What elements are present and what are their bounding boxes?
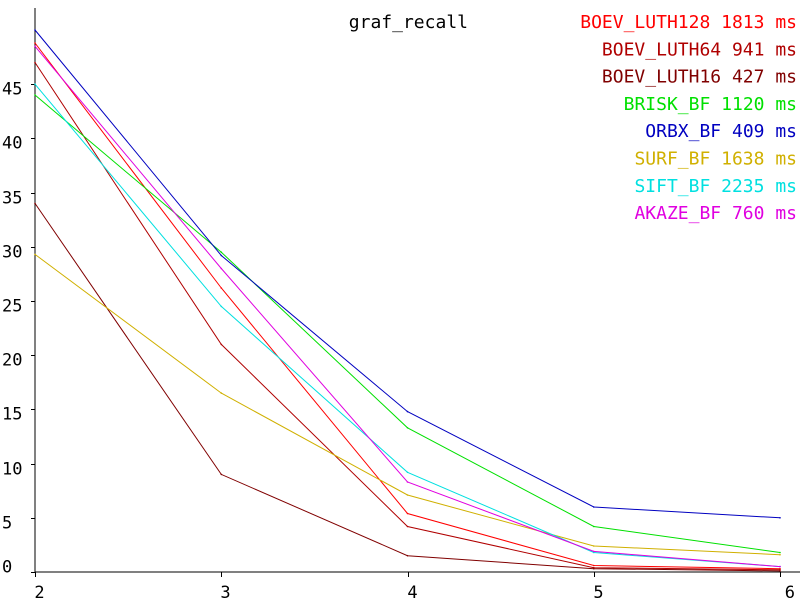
y-tick-label: 35 <box>2 189 22 209</box>
x-tick-label: 4 <box>407 583 417 600</box>
y-tick-label: 20 <box>2 351 22 371</box>
data-point <box>593 567 595 570</box>
legend-entry: SURF_BF 1638 ms <box>634 149 797 170</box>
legend-entry: BOEV_LUTH128 1813 ms <box>580 12 797 33</box>
data-point <box>779 553 781 556</box>
data-point <box>220 305 223 308</box>
data-point <box>406 410 409 413</box>
data-point <box>779 570 781 572</box>
y-tick-label: 30 <box>2 243 22 263</box>
data-point <box>593 550 595 553</box>
legend-entry: BRISK_BF 1120 ms <box>624 94 797 115</box>
series-4 <box>34 29 781 519</box>
data-point <box>34 83 36 85</box>
legend-entry: SIFT_BF 2235 ms <box>634 176 797 197</box>
y-tick-label: 10 <box>2 460 22 480</box>
legend-entry: BOEV_LUTH64 941 ms <box>602 39 797 60</box>
legend-entry: AKAZE_BF 760 ms <box>634 203 797 224</box>
data-point <box>779 567 781 570</box>
x-tick-label: 3 <box>220 583 230 600</box>
series-7 <box>34 45 781 568</box>
data-point <box>406 512 409 515</box>
series-2 <box>34 202 781 572</box>
y-tick-label: 5 <box>2 514 12 534</box>
data-point <box>593 564 595 567</box>
data-point <box>220 287 223 289</box>
y-tick-label: 15 <box>2 405 22 425</box>
data-point <box>779 517 781 519</box>
data-point <box>779 551 781 554</box>
y-tick-label: 0 <box>2 558 12 578</box>
data-point <box>220 473 223 476</box>
data-point <box>220 267 223 270</box>
data-point <box>220 392 223 394</box>
data-point <box>593 551 595 554</box>
legend-entry: ORBX_BF 409 ms <box>645 121 797 142</box>
data-point <box>593 545 595 547</box>
data-point <box>34 202 36 205</box>
data-point <box>593 506 595 508</box>
data-point <box>34 29 36 31</box>
data-point <box>220 251 223 253</box>
y-tick-label: 25 <box>2 297 22 317</box>
series-line <box>34 253 781 556</box>
data-point <box>406 494 409 496</box>
data-point <box>34 45 36 48</box>
legend-entry: BOEV_LUTH16 427 ms <box>602 67 797 88</box>
data-point <box>406 525 409 528</box>
data-point <box>406 554 409 557</box>
legend: graf_recall BOEV_LUTH128 1813 ms BOEV_LUTH… <box>349 12 797 224</box>
series-3 <box>34 94 781 554</box>
data-point <box>406 471 409 474</box>
chart-title: graf_recall <box>349 12 468 33</box>
data-point <box>34 253 36 256</box>
x-tick-label: 6 <box>785 583 795 600</box>
data-point <box>34 94 36 96</box>
series-0 <box>34 42 781 570</box>
data-point <box>220 254 223 257</box>
x-tick-label: 5 <box>593 583 603 600</box>
y-tick-label: 40 <box>2 134 22 154</box>
data-point <box>593 525 595 528</box>
data-point <box>406 481 409 483</box>
data-point <box>220 343 223 346</box>
y-tick-label: 45 <box>2 80 22 100</box>
data-point <box>34 61 36 64</box>
x-tick-label: 2 <box>34 583 44 600</box>
data-point <box>779 565 781 568</box>
data-point <box>779 569 781 571</box>
series-line <box>34 203 781 572</box>
series-6 <box>34 83 781 568</box>
series-5 <box>34 253 781 556</box>
data-point <box>406 427 409 429</box>
series-lines <box>34 29 781 572</box>
data-point <box>34 42 36 44</box>
